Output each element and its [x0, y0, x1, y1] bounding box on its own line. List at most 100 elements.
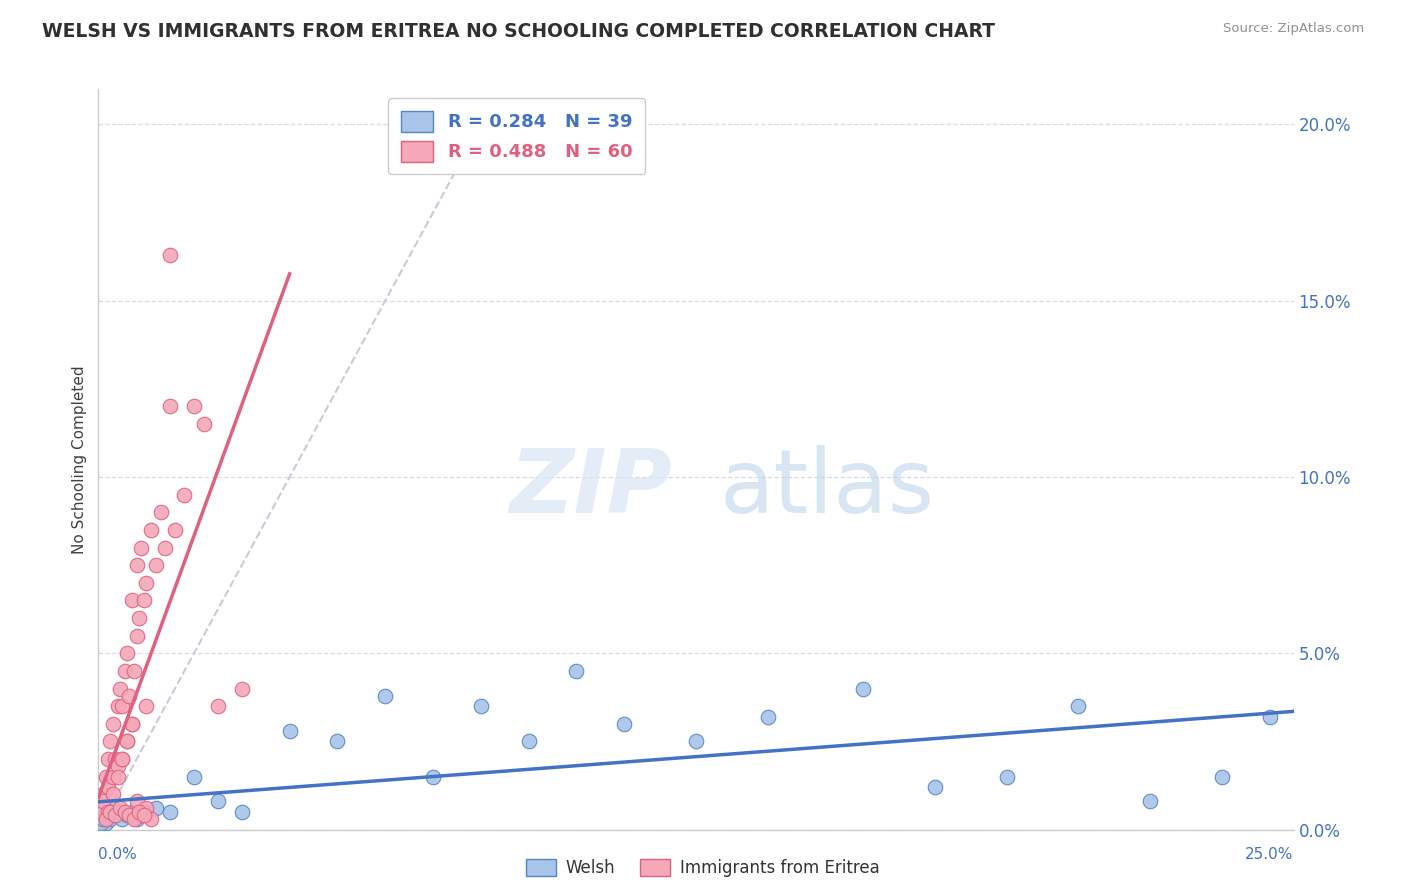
Point	[173, 488, 195, 502]
Point	[193, 417, 215, 431]
Point	[163, 523, 186, 537]
Point	[115, 734, 138, 748]
Point	[107, 699, 129, 714]
Point	[231, 681, 253, 696]
Point	[145, 801, 167, 815]
Point	[94, 770, 117, 784]
Point	[231, 805, 253, 819]
Text: Source: ZipAtlas.com: Source: ZipAtlas.com	[1223, 22, 1364, 36]
Point	[1139, 794, 1161, 808]
Point	[101, 787, 124, 801]
Point	[756, 710, 779, 724]
Point	[374, 689, 396, 703]
Point	[125, 558, 148, 573]
Point	[159, 400, 181, 414]
Point	[114, 805, 136, 819]
Point	[139, 523, 162, 537]
Point	[131, 541, 153, 555]
Point	[101, 770, 124, 784]
Point	[97, 780, 120, 795]
Text: atlas: atlas	[720, 445, 935, 533]
Point	[128, 805, 150, 819]
Point	[470, 699, 492, 714]
Point	[131, 808, 153, 822]
Point	[149, 505, 172, 519]
Point	[111, 752, 134, 766]
Point	[121, 716, 143, 731]
Point	[114, 664, 136, 678]
Point	[97, 808, 120, 822]
Point	[121, 593, 143, 607]
Point	[108, 681, 131, 696]
Point	[115, 808, 138, 822]
Point	[98, 805, 122, 819]
Point	[97, 808, 120, 822]
Point	[90, 805, 112, 819]
Point	[91, 805, 114, 819]
Point	[97, 752, 120, 766]
Point	[183, 770, 205, 784]
Point	[159, 805, 181, 819]
Point	[852, 681, 875, 696]
Point	[135, 805, 157, 819]
Point	[125, 629, 148, 643]
Point	[111, 699, 134, 714]
Point	[104, 808, 127, 822]
Point	[132, 808, 155, 822]
Point	[104, 752, 127, 766]
Text: WELSH VS IMMIGRANTS FROM ERITREA NO SCHOOLING COMPLETED CORRELATION CHART: WELSH VS IMMIGRANTS FROM ERITREA NO SCHO…	[42, 22, 995, 41]
Point	[159, 248, 181, 262]
Point	[101, 716, 124, 731]
Point	[104, 808, 127, 822]
Point	[107, 805, 129, 819]
Point	[139, 812, 162, 826]
Point	[124, 664, 146, 678]
Point	[1258, 710, 1281, 724]
Point	[111, 812, 134, 826]
Point	[1067, 699, 1090, 714]
Point	[118, 808, 141, 822]
Point	[613, 716, 636, 731]
Point	[207, 794, 229, 808]
Point	[115, 646, 138, 660]
Point	[1211, 770, 1233, 784]
Legend: R = 0.284   N = 39, R = 0.488   N = 60: R = 0.284 N = 39, R = 0.488 N = 60	[388, 98, 645, 174]
Point	[422, 770, 444, 784]
Point	[278, 723, 301, 738]
Point	[125, 812, 148, 826]
Point	[98, 734, 122, 748]
Point	[128, 611, 150, 625]
Point	[326, 734, 349, 748]
Point	[125, 794, 148, 808]
Point	[145, 558, 167, 573]
Point	[94, 815, 117, 830]
Point	[995, 770, 1018, 784]
Point	[924, 780, 946, 795]
Point	[108, 801, 131, 815]
Point	[132, 593, 155, 607]
Point	[94, 812, 117, 826]
Point	[135, 699, 157, 714]
Point	[91, 812, 114, 826]
Point	[121, 716, 143, 731]
Point	[107, 770, 129, 784]
Point	[107, 759, 129, 773]
Point	[97, 805, 120, 819]
Point	[115, 734, 138, 748]
Point	[131, 808, 153, 822]
Point	[517, 734, 540, 748]
Point	[90, 815, 112, 830]
Text: 25.0%: 25.0%	[1246, 847, 1294, 863]
Point	[91, 794, 114, 808]
Point	[207, 699, 229, 714]
Point	[98, 812, 122, 826]
Point	[135, 575, 157, 590]
Point	[121, 805, 143, 819]
Legend: Welsh, Immigrants from Eritrea: Welsh, Immigrants from Eritrea	[519, 852, 887, 884]
Text: ZIP: ZIP	[509, 445, 672, 533]
Point	[565, 664, 588, 678]
Point	[135, 801, 157, 815]
Point	[91, 787, 114, 801]
Y-axis label: No Schooling Completed: No Schooling Completed	[72, 365, 87, 554]
Point	[90, 812, 112, 826]
